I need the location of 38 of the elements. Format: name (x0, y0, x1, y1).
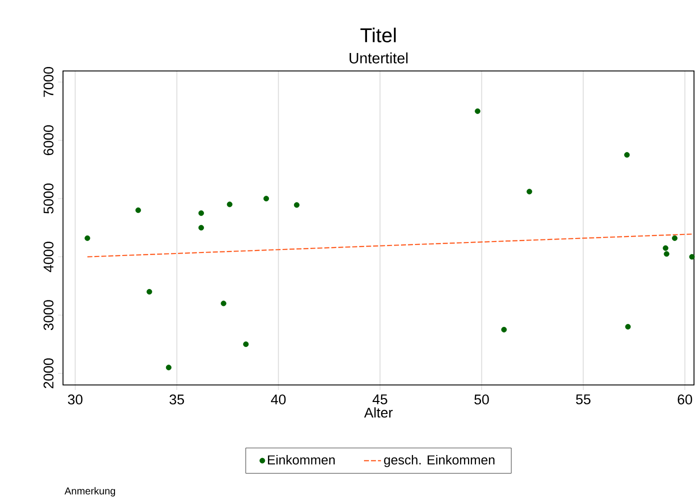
point (198, 224, 204, 230)
x-tick-label: 55 (576, 394, 590, 404)
point (526, 188, 532, 194)
point (294, 202, 300, 208)
point (146, 288, 152, 295)
point (624, 152, 630, 158)
y-tick-label: 4000 (44, 242, 54, 272)
point (135, 207, 141, 214)
legend-label: gesch. Einkommen (384, 454, 494, 468)
y-tick-label: 7000 (44, 67, 54, 97)
point (664, 251, 670, 257)
chart-subtitle: Untertitel (350, 52, 408, 64)
x-tick-label: 60 (678, 394, 692, 404)
point (263, 196, 270, 202)
chart-title: Titel (360, 28, 396, 42)
y-tick-label: 2000 (44, 358, 54, 388)
y-tick-label: 6000 (44, 125, 54, 156)
legend-label: Einkommen (268, 454, 335, 465)
point (84, 235, 90, 241)
y-tick-label: 3000 (44, 300, 54, 330)
x-tick-label: 50 (474, 394, 489, 404)
point (672, 235, 678, 241)
x-tick-label: 30 (68, 394, 82, 404)
x-axis-title: Alter (364, 407, 393, 418)
x-tick-label: 40 (270, 394, 286, 404)
point (226, 202, 232, 208)
point (198, 210, 204, 216)
point (220, 300, 226, 306)
point (243, 341, 249, 347)
point (166, 364, 172, 370)
point (501, 326, 507, 332)
point (474, 108, 480, 114)
point (662, 245, 668, 251)
y-tick-label: 5000 (44, 184, 54, 214)
text: Anmerkung (64, 487, 116, 496)
point (625, 324, 631, 330)
x-tick-label: 45 (372, 394, 388, 404)
x-tick-label: 35 (170, 394, 184, 404)
